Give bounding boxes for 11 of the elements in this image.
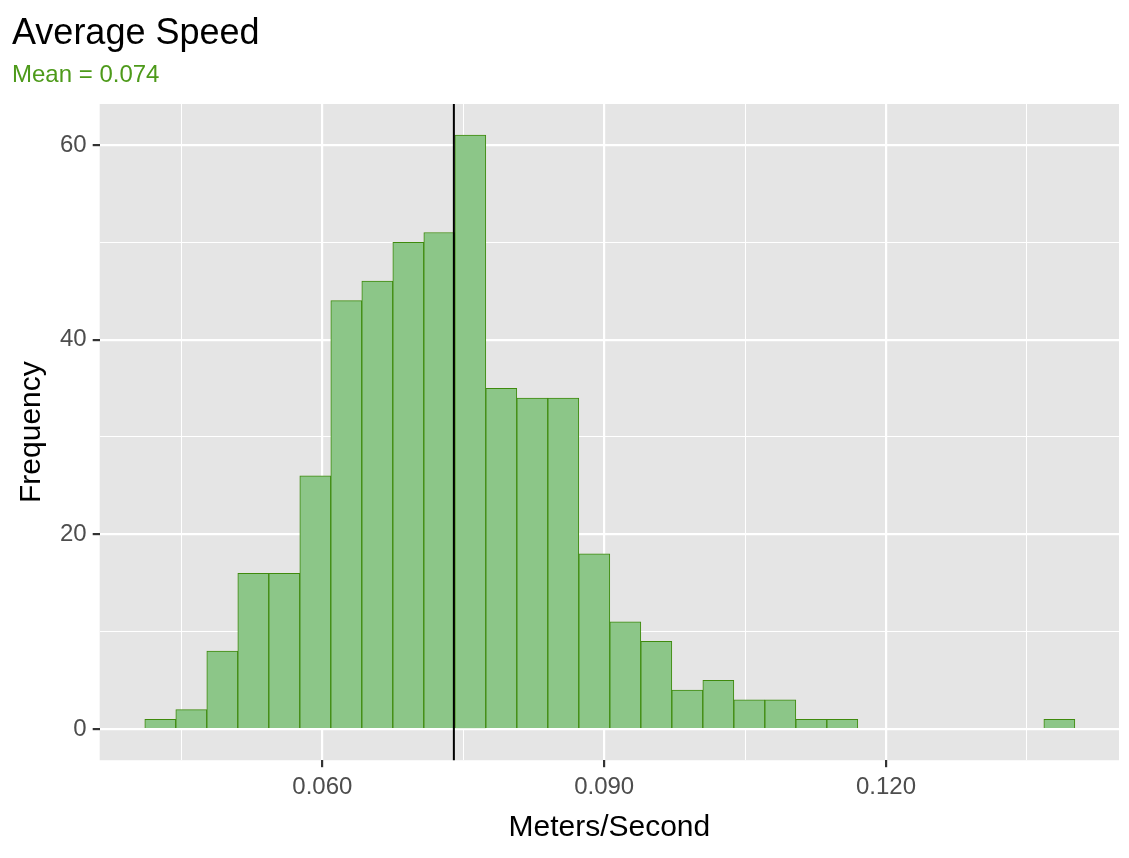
y-axis-title: Frequency [13,361,47,503]
chart-subtitle: Mean = 0.074 [12,60,160,88]
x-tick-label: 0.090 [574,772,635,800]
x-axis-title: Meters/Second [508,809,711,843]
y-tick-label: 20 [59,518,87,546]
x-tick-label: 0.060 [292,772,353,800]
y-tick-label: 0 [73,713,87,741]
x-tick-label: 0.120 [855,772,917,800]
y-tick-label: 60 [59,129,87,157]
chart-title: Average Speed [12,10,260,52]
y-tick-label: 40 [59,324,87,352]
